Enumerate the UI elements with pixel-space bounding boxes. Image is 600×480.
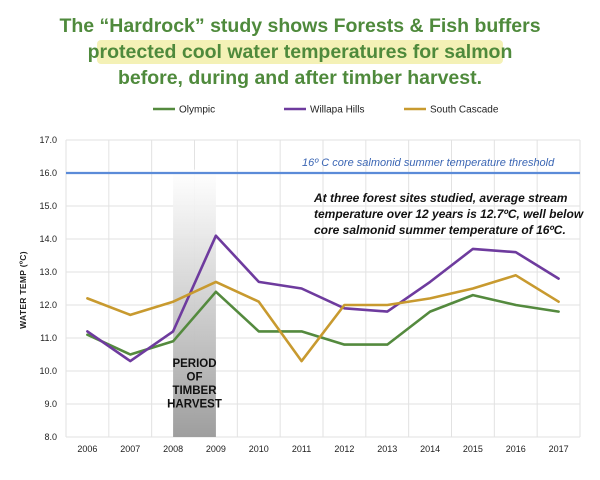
series-lines [86,234,560,363]
title-line-2: protected cool water temperatures for sa… [88,41,513,63]
x-tick-labels: 2006 2007 2008 2009 2010 2011 2012 2013 2014 2015… [77,444,568,454]
period-label-line: HARVEST [167,399,222,411]
legend-label-olympic: Olympic [179,105,215,116]
annotation-line: temperature over 12 years is 12.7ºC, wel… [314,207,584,221]
x-tick-label: 2007 [120,444,140,454]
period-band [173,169,216,437]
series-line-olympic [86,290,560,356]
annotation-line: core salmonid summer temperature of 16ºC… [314,223,566,237]
threshold-label: 16º C core salmonid summer temperature t… [302,157,555,169]
legend: Olympic Willapa Hills South Cascade [153,105,499,116]
chart-title: The “Hardrock” study shows Forests & Fis… [59,15,540,89]
period-label-line: TIMBER [172,385,217,397]
title-line-1: The “Hardrock” study shows Forests & Fis… [59,15,540,37]
threshold: 16º C core salmonid summer temperature t… [66,157,580,175]
y-tick-label: 15.0 [39,201,57,211]
series-line-willapa-hills [86,234,560,363]
x-tick-label: 2011 [292,444,311,454]
y-tick-labels: 8.0 9.0 10.0 11.0 12.0 13.0 14.0 15.0 16.0 17.0 [39,135,57,442]
title-line-3: before, during and after timber harvest. [118,67,482,89]
annotation-line: At three forest sites studied, average s… [313,191,568,205]
gridlines [65,139,581,438]
legend-label-willapa-hills: Willapa Hills [310,105,364,116]
y-tick-label: 9.0 [44,399,57,409]
period-shade [173,169,216,437]
y-tick-label: 10.0 [39,366,57,376]
annotation: At three forest sites studied, average s… [313,191,584,237]
period-label-line: PERIOD [172,358,216,370]
y-tick-label: 17.0 [39,135,57,145]
series-line-south-cascade [86,273,560,363]
x-tick-label: 2016 [506,444,526,454]
period-label-line: OF [187,372,203,384]
y-tick-label: 12.0 [39,300,57,310]
x-tick-label: 2015 [463,444,483,454]
y-tick-label: 11.0 [40,333,57,343]
x-tick-label: 2008 [163,444,183,454]
title-highlight [97,40,503,64]
y-tick-label: 13.0 [39,267,57,277]
y-tick-label: 14.0 [39,234,57,244]
x-tick-label: 2012 [334,444,354,454]
x-tick-label: 2014 [420,444,440,454]
y-tick-label: 16.0 [39,168,57,178]
x-tick-label: 2010 [249,444,269,454]
x-tick-label: 2017 [549,444,569,454]
legend-label-south-cascade: South Cascade [430,105,499,116]
x-tick-label: 2009 [206,444,226,454]
y-tick-label: 8.0 [44,432,57,442]
x-tick-label: 2013 [377,444,397,454]
x-tick-label: 2006 [77,444,97,454]
y-axis-label: WATER TEMP (ºC) [18,251,28,329]
